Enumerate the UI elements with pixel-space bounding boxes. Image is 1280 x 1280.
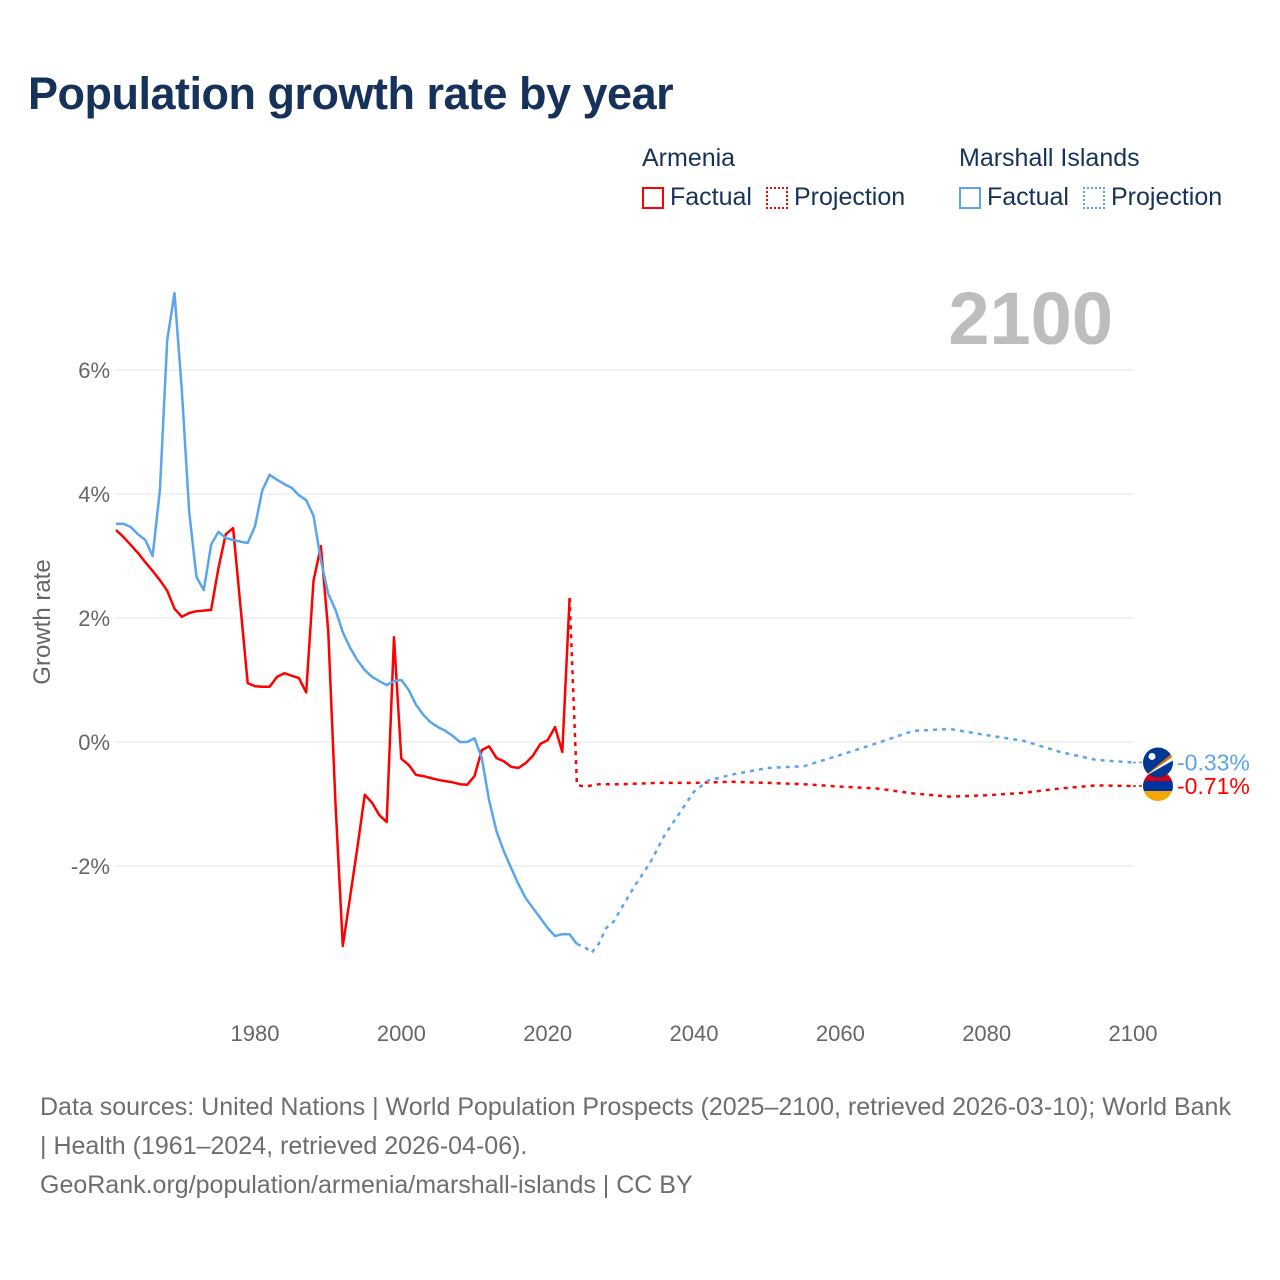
legend-label: Projection	[793, 183, 906, 211]
marshall-islands-projection-line	[576, 727, 1134, 955]
marshall-islands-factual-line	[116, 291, 578, 945]
x-tick-label: 2060	[816, 1021, 865, 1046]
y-axis-label: Growth rate	[29, 559, 56, 684]
chart-svg: 6%4%2%0%-2%1980 2000 2020 2040 2060 2080 2100 …	[29, 291, 1250, 1046]
legend-label: Factual	[987, 183, 1069, 211]
legend-armenia: Armenia Factual Projection	[642, 144, 905, 212]
armenia-factual-line	[115, 526, 571, 948]
marshall-islands-end-value: -0.33%	[1177, 749, 1250, 775]
source-url[interactable]: GeoRank.org/population/armenia/marshall-…	[40, 1171, 693, 1199]
data-sources: Data sources: United Nations | World Pop…	[40, 1093, 1231, 1160]
footer: Data sources: United Nations | World Pop…	[40, 1088, 1240, 1205]
flag-stripe	[1143, 756, 1173, 778]
flag-stripe	[1143, 752, 1173, 778]
legend-swatch-dotted	[765, 186, 788, 209]
x-tick-label: 1980	[231, 1021, 280, 1046]
y-tick-label: 2%	[78, 606, 110, 631]
armenia-end-value: -0.71%	[1177, 773, 1250, 799]
flag-body	[1143, 747, 1173, 778]
x-tick-label: 2100	[1109, 1021, 1158, 1046]
legend-marshall-factual[interactable]: Factual	[959, 183, 1069, 212]
flag-stripe	[1143, 791, 1173, 802]
x-tick-label: 2020	[523, 1021, 572, 1046]
y-tick-label: 0%	[78, 730, 110, 755]
legend-country-label: Marshall Islands	[959, 144, 1140, 172]
flag-stripe	[1143, 781, 1173, 792]
legend-swatch-solid	[642, 186, 664, 209]
x-tick-label: 2000	[377, 1021, 426, 1046]
flag-star	[1148, 752, 1156, 760]
legend-marshall-projection[interactable]: Projection	[1082, 183, 1223, 212]
y-tick-label: 4%	[78, 482, 110, 507]
y-tick-label: -2%	[71, 854, 110, 879]
y-tick-label: 6%	[78, 358, 110, 383]
legend-swatch-solid	[959, 186, 981, 209]
x-tick-label: 2080	[962, 1021, 1011, 1046]
legend-label: Factual	[670, 183, 752, 211]
legend-armenia-factual[interactable]: Factual	[642, 183, 752, 212]
chart-title: Population growth rate by year	[28, 68, 674, 119]
legend-country-label: Armenia	[642, 144, 736, 172]
legend-marshall-islands: Marshall Islands Factual Projection	[959, 144, 1222, 212]
x-tick-label: 2040	[670, 1021, 719, 1046]
legend-label: Projection	[1110, 183, 1223, 211]
armenia-projection-line	[568, 598, 1134, 798]
current-year-label: 2100	[948, 277, 1113, 360]
marshall-islands-flag-icon	[1143, 747, 1173, 778]
legend-armenia-projection[interactable]: Projection	[765, 183, 906, 212]
legend-swatch-dotted	[1082, 186, 1105, 209]
